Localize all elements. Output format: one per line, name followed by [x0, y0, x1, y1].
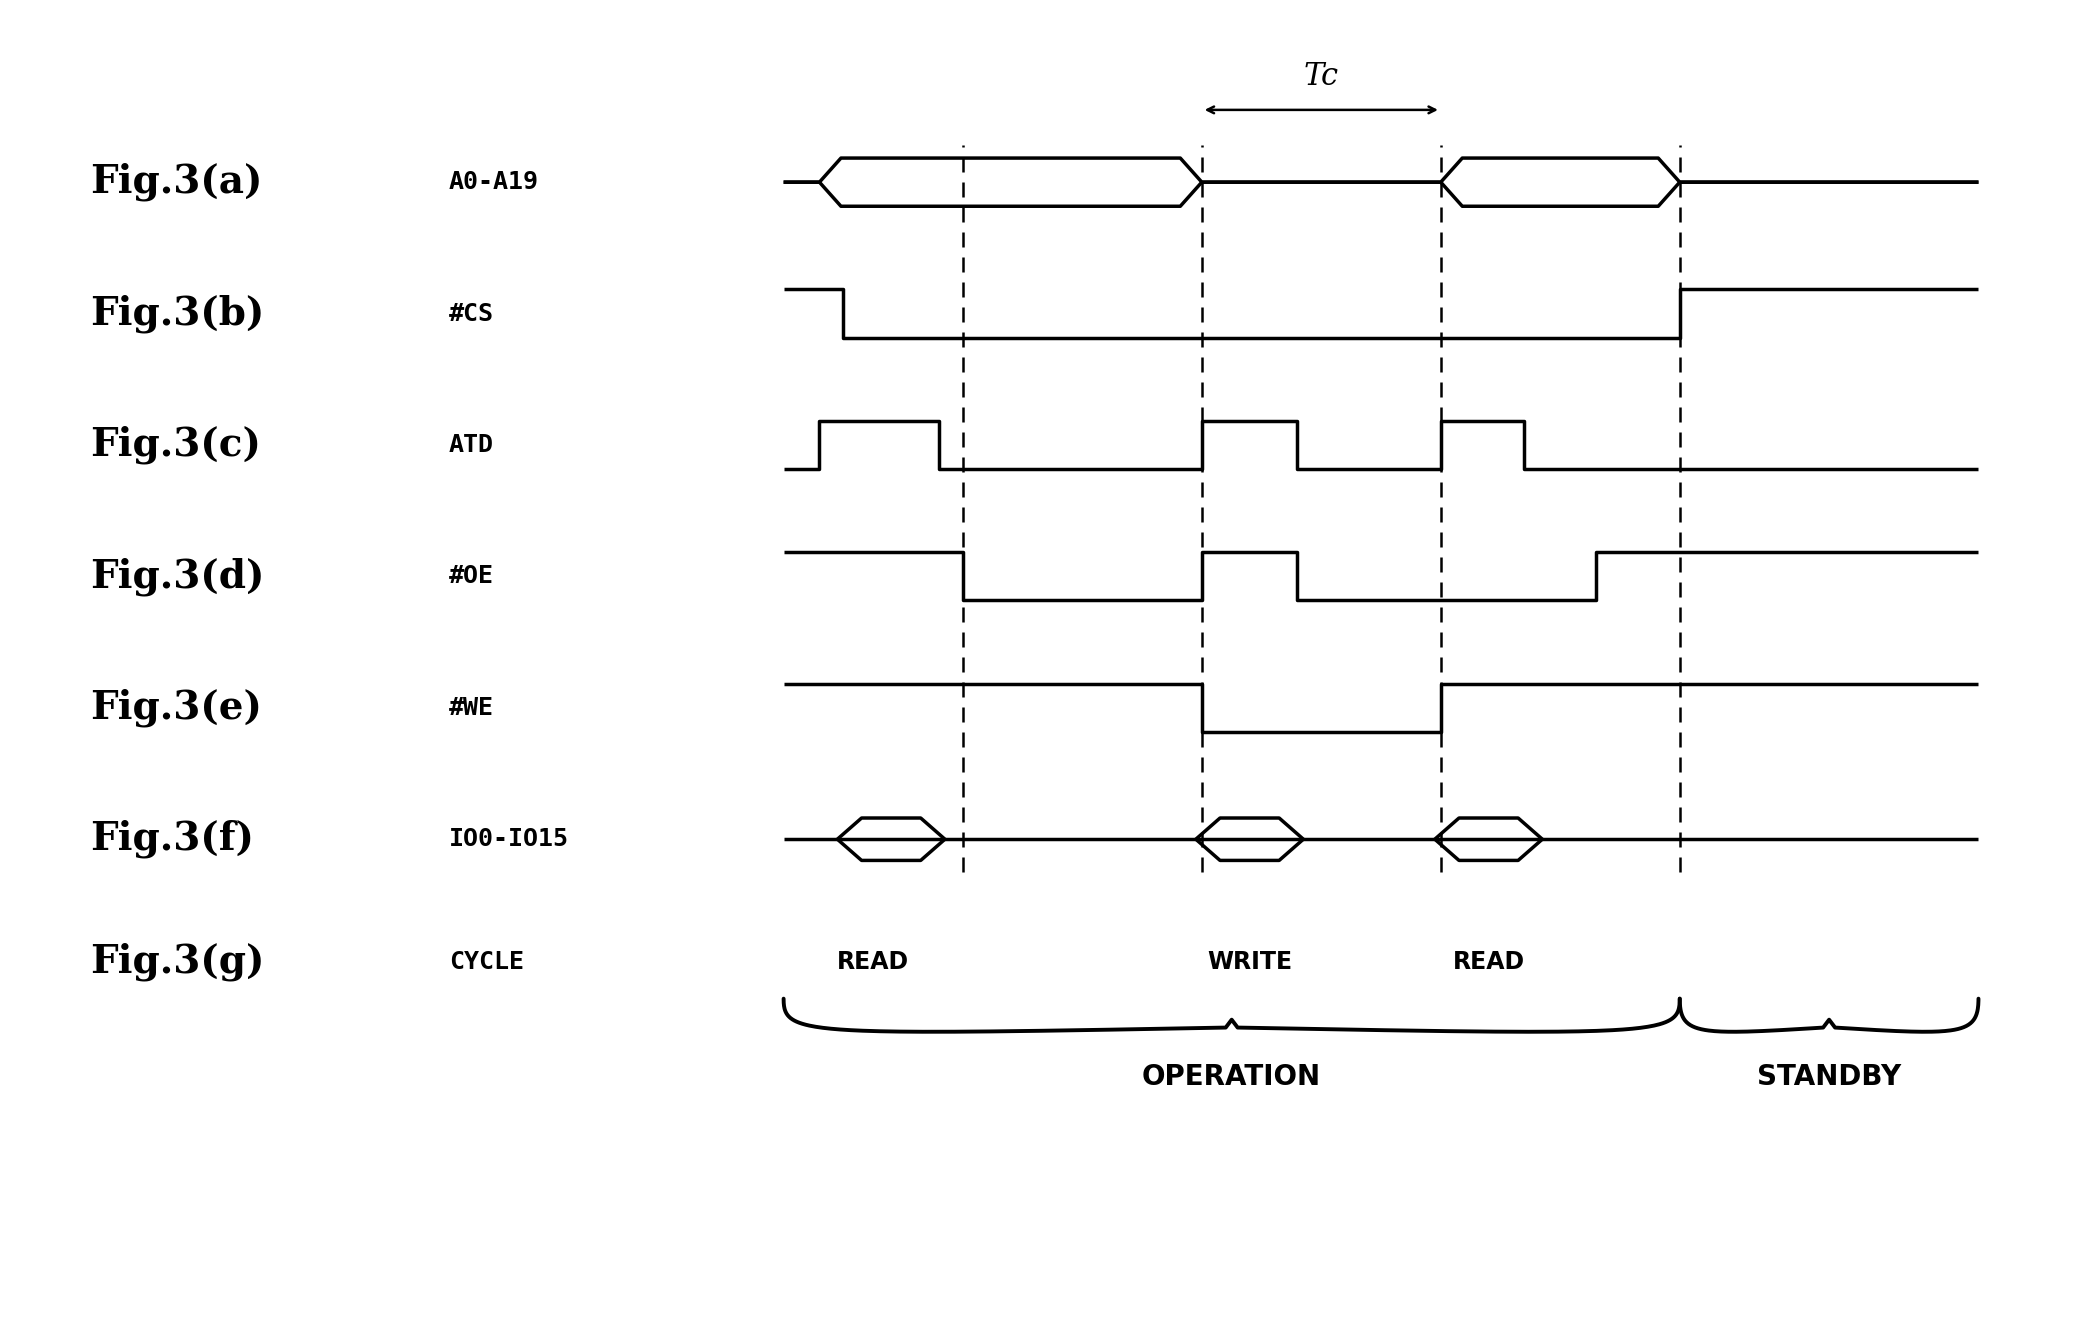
- Text: Fig.3(d): Fig.3(d): [92, 558, 264, 596]
- Text: Fig.3(c): Fig.3(c): [92, 426, 262, 465]
- Text: Fig.3(b): Fig.3(b): [92, 295, 264, 333]
- Text: #OE: #OE: [449, 564, 493, 588]
- Text: WRITE: WRITE: [1207, 950, 1292, 973]
- Text: ATD: ATD: [449, 433, 493, 457]
- Text: #CS: #CS: [449, 301, 493, 325]
- Text: IO0-IO15: IO0-IO15: [449, 827, 568, 851]
- Text: STANDBY: STANDBY: [1756, 1064, 1902, 1092]
- Text: OPERATION: OPERATION: [1142, 1064, 1321, 1092]
- Text: #WE: #WE: [449, 696, 493, 720]
- Text: READ: READ: [837, 950, 909, 973]
- Text: Fig.3(e): Fig.3(e): [92, 688, 262, 726]
- Text: Tc: Tc: [1303, 61, 1338, 93]
- Text: READ: READ: [1453, 950, 1525, 973]
- Text: CYCLE: CYCLE: [449, 950, 524, 973]
- Text: Fig.3(g): Fig.3(g): [92, 943, 264, 981]
- Text: A0-A19: A0-A19: [449, 170, 539, 194]
- Text: Fig.3(f): Fig.3(f): [92, 819, 254, 858]
- Text: Fig.3(a): Fig.3(a): [92, 163, 262, 202]
